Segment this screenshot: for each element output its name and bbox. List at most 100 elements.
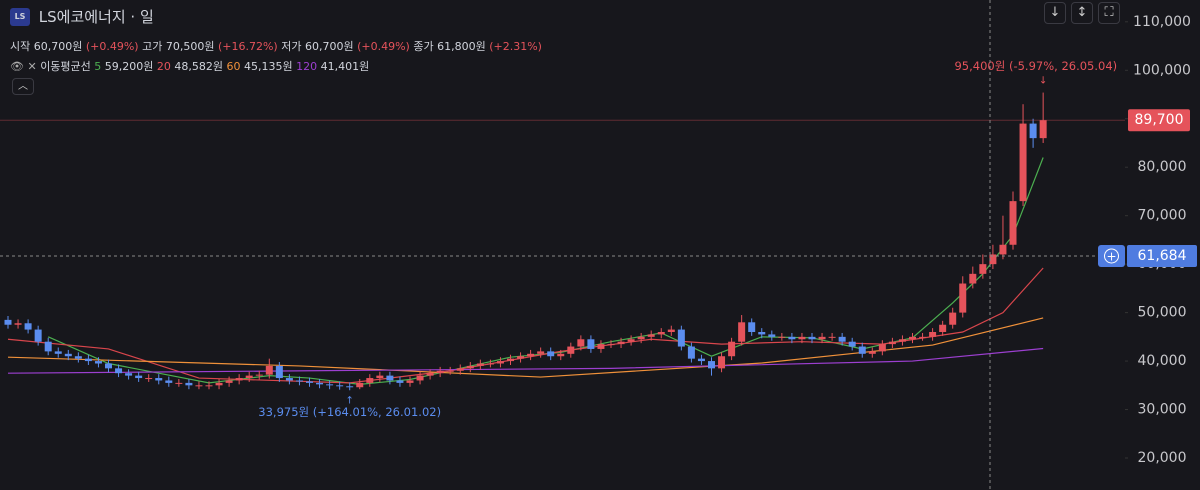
ohlc-value: 60,700원 <box>304 40 354 53</box>
candle-body <box>336 385 344 387</box>
candle-body <box>888 341 896 345</box>
plus-icon <box>1104 248 1119 264</box>
candle-body <box>64 353 72 357</box>
candle-body <box>989 254 997 265</box>
candle-body <box>537 351 545 354</box>
candle-body <box>125 373 133 376</box>
ma-title: 이동평균선 <box>40 60 91 73</box>
candle-body <box>205 385 213 387</box>
candle-body <box>145 378 153 380</box>
ma-period: 60 <box>226 60 241 73</box>
candle-body <box>728 341 736 357</box>
candle-body <box>4 319 12 325</box>
ohlc-value: 61,800원 <box>437 40 486 53</box>
ohlc-label: 저가 <box>281 40 302 53</box>
crosshair-add[interactable] <box>1098 244 1125 267</box>
candle-body <box>848 341 856 347</box>
y-tick-label: 70,000 <box>1138 208 1187 224</box>
candle-body <box>577 339 585 347</box>
candle-body <box>507 358 514 362</box>
candle-body <box>748 322 756 332</box>
candle-body <box>155 378 163 381</box>
moving-average <box>7 317 1044 378</box>
close-icon[interactable]: ✕ <box>27 60 37 73</box>
candle-body <box>657 331 665 335</box>
candle-body <box>697 358 705 362</box>
candle-body <box>316 382 324 385</box>
candle-body <box>667 329 675 332</box>
y-tick-label: 110,000 <box>1133 14 1191 30</box>
candle-body <box>275 365 283 379</box>
ma-value: 45,135원 <box>244 60 293 73</box>
ohlc-label: 시작 <box>10 40 31 53</box>
download-button[interactable]: ↓ <box>1044 2 1066 24</box>
candle-body <box>738 322 746 342</box>
candle-body <box>255 374 263 376</box>
candle-body <box>647 334 655 337</box>
candle-body <box>567 346 575 354</box>
candle-body <box>1029 123 1037 139</box>
candle-body <box>898 339 906 342</box>
candle-body <box>878 344 886 352</box>
candle-body <box>1039 120 1047 139</box>
ma-value: 48,582원 <box>174 60 224 73</box>
ohlc-value: 70,500원 <box>165 40 215 53</box>
candle-body <box>14 323 22 325</box>
candle-body <box>115 368 123 374</box>
candle-body <box>245 375 253 379</box>
title-bar: LS LS에코에너지 · 일 <box>10 6 154 27</box>
ohlc-label: 종가 <box>413 40 434 53</box>
candle-body <box>607 344 615 346</box>
candle-body <box>486 363 494 365</box>
candle-body <box>687 346 695 359</box>
ma-period: 120 <box>296 60 318 73</box>
candle-body <box>587 339 595 349</box>
candle-body <box>919 336 927 338</box>
candle-body <box>909 336 916 340</box>
candle-body <box>265 365 273 375</box>
candle-body <box>929 331 937 337</box>
candle-body <box>366 378 374 383</box>
candle-body <box>597 344 605 349</box>
candle-body <box>306 381 313 383</box>
candle-body <box>376 375 384 379</box>
candle-body <box>84 358 92 362</box>
y-tick-label: 100,000 <box>1133 62 1191 78</box>
candle-body <box>778 336 786 338</box>
candle-body <box>1019 123 1027 202</box>
candle-body <box>868 351 876 354</box>
candle-body <box>446 370 454 372</box>
candle-body <box>476 363 484 366</box>
candle-body <box>195 385 203 387</box>
candle-body <box>677 329 685 347</box>
candle-body <box>396 380 404 383</box>
candle-body <box>105 363 112 369</box>
y-tick-label: 30,000 <box>1138 402 1187 418</box>
eye-icon[interactable]: 👁 <box>10 60 24 73</box>
y-tick-label: 20,000 <box>1138 450 1187 466</box>
up-button[interactable]: ↕ <box>1071 2 1093 24</box>
moving-average <box>7 267 1044 384</box>
ma-period: 5 <box>94 60 102 73</box>
candle-body <box>969 273 977 284</box>
candle-body <box>436 370 444 374</box>
candle-body <box>285 378 293 381</box>
candle-body <box>708 361 715 369</box>
candle-body <box>235 378 243 381</box>
stock-name: LS에코에너지 · 일 <box>38 8 154 26</box>
collapse-button[interactable]: ︿ <box>12 78 34 95</box>
candle-body <box>627 339 635 342</box>
fullscreen-button[interactable]: ⛶ <box>1098 2 1120 24</box>
candle-body <box>557 353 565 357</box>
candle-body <box>406 380 414 383</box>
candle-body <box>939 324 947 332</box>
candle-body <box>718 356 726 369</box>
annotation-arrow: ↑ <box>346 395 354 406</box>
candle-body <box>24 323 32 330</box>
candle-body <box>356 382 364 388</box>
candle-body <box>547 351 555 357</box>
ohlc-line: 시작 60,700원 (+0.49%) 고가 70,500원 (+16.72%)… <box>10 38 542 54</box>
last-price-label: 89,700 <box>1135 112 1184 128</box>
ohlc-change: (+16.72%) <box>217 40 278 53</box>
